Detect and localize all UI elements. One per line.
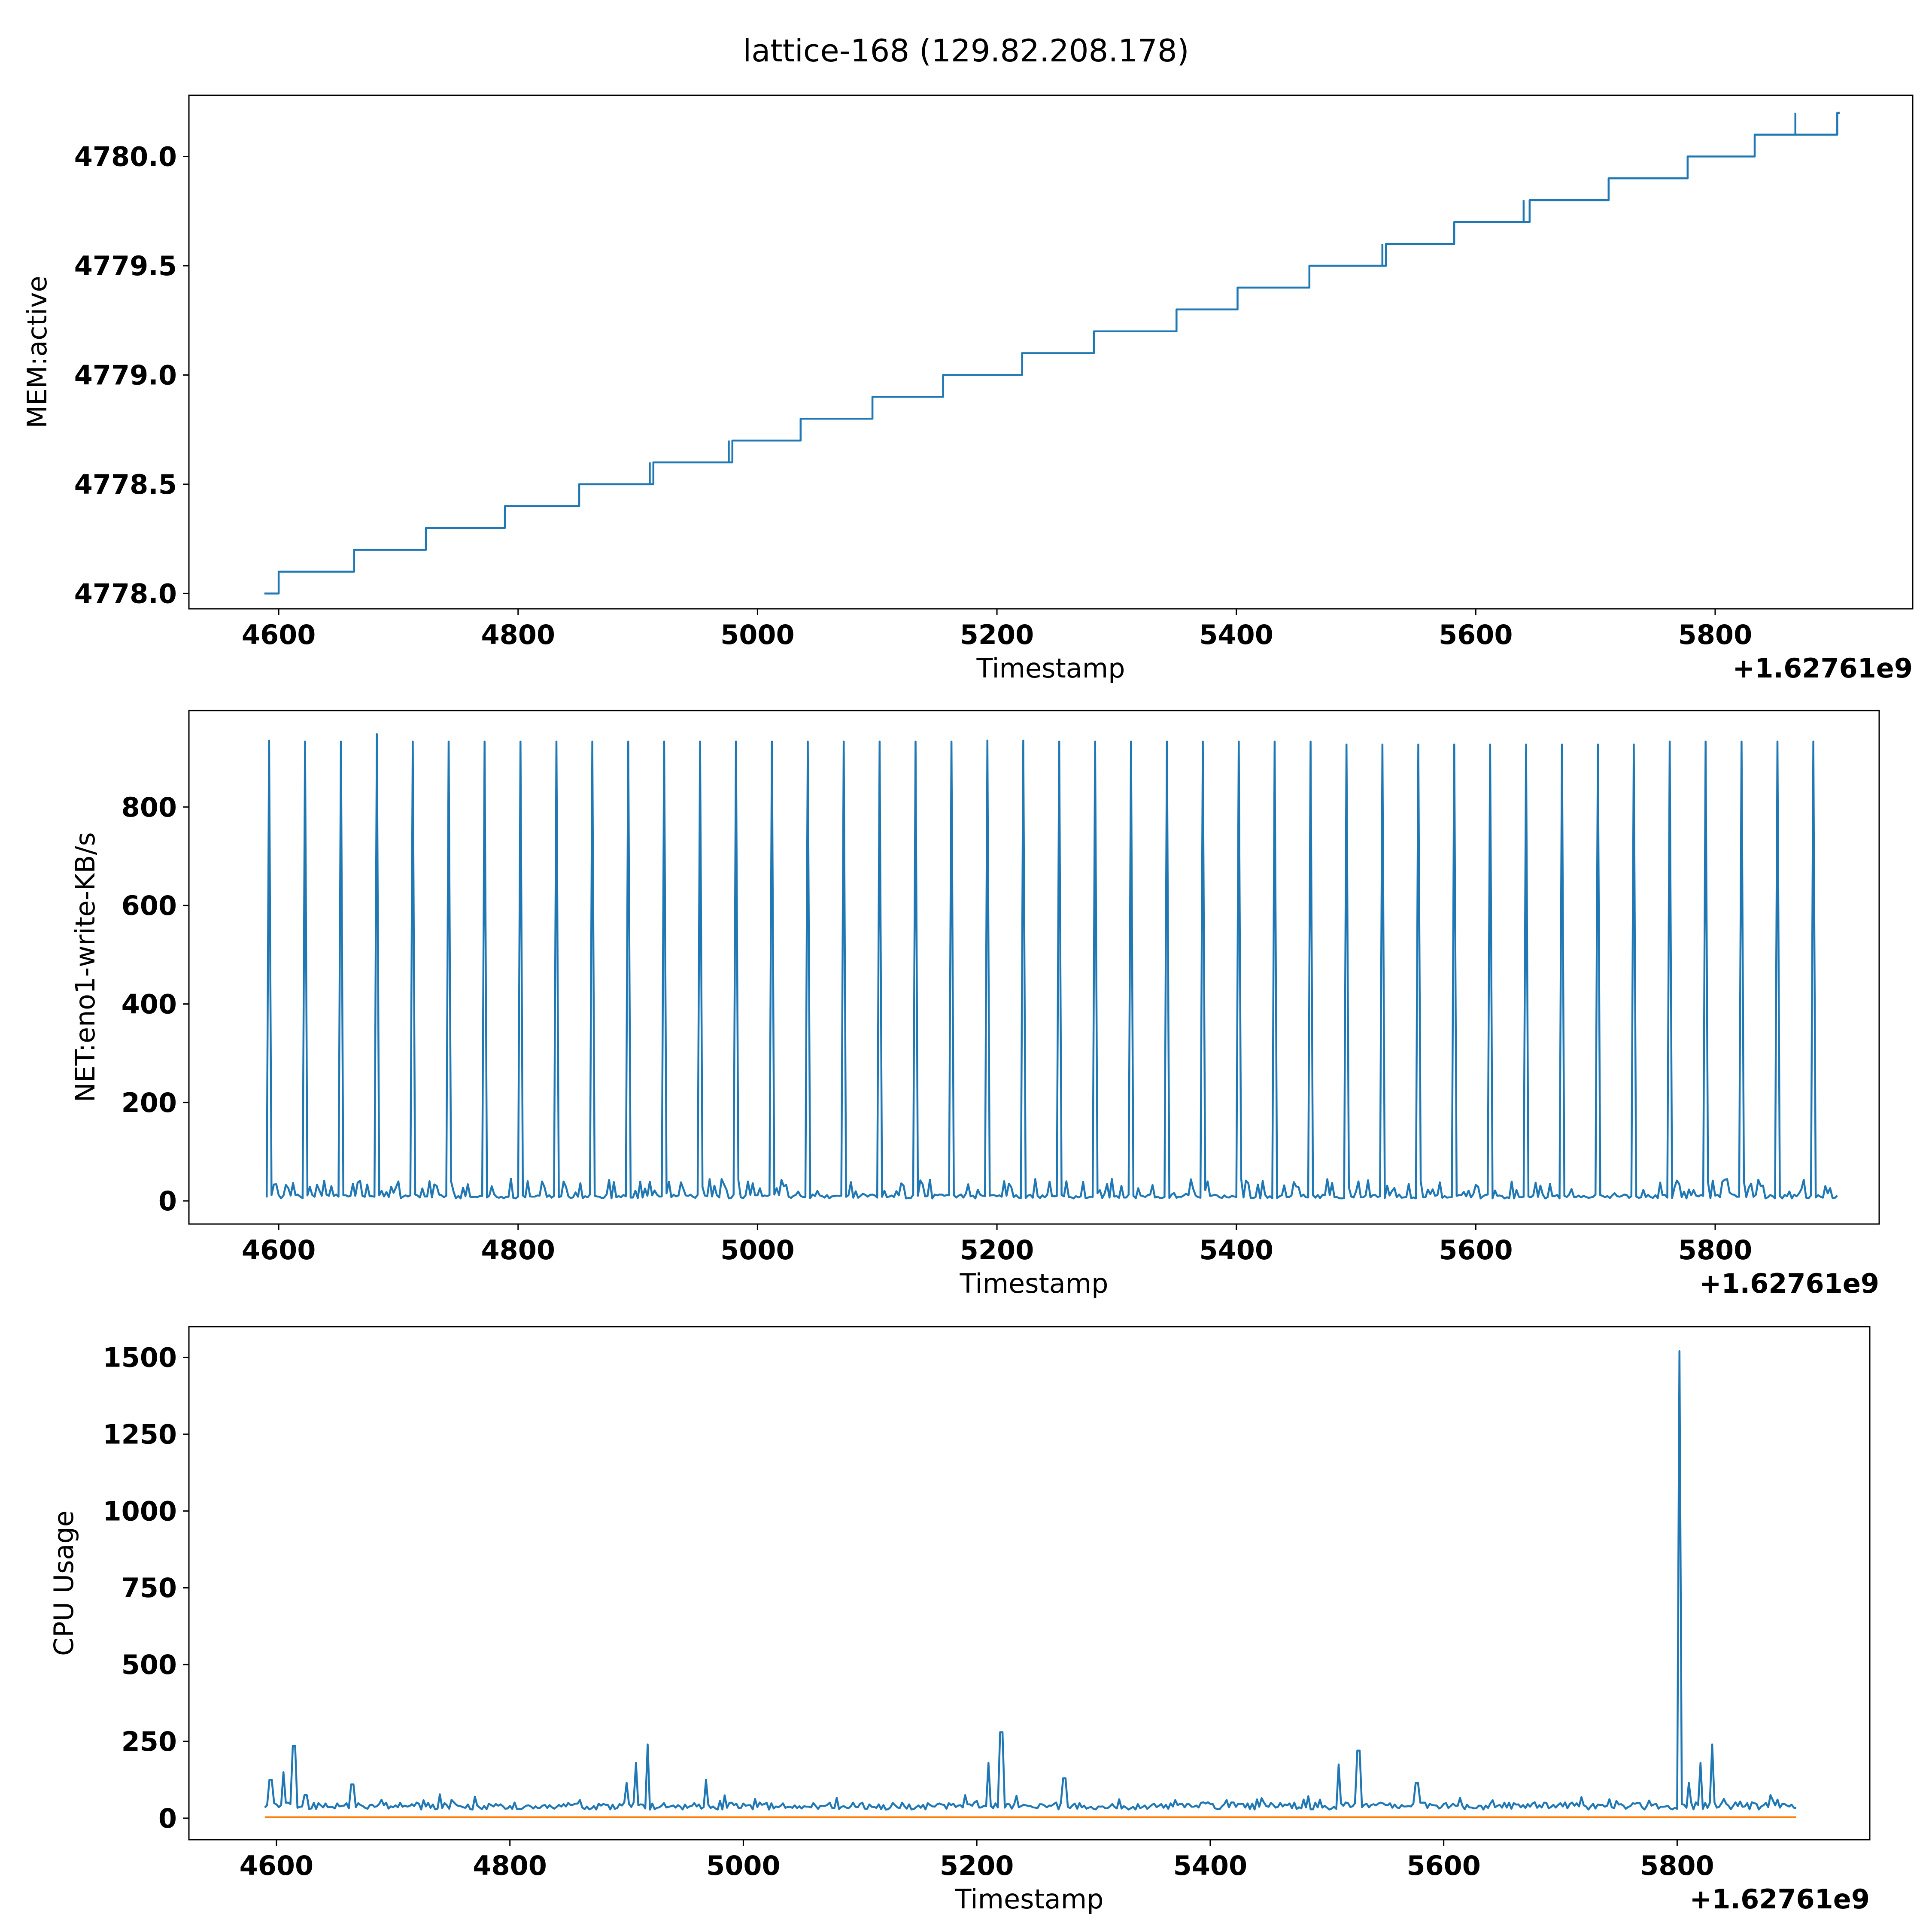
net-y-tick-label: 800 <box>122 792 177 823</box>
cpu-y-tick-label: 1500 <box>103 1342 177 1373</box>
cpu-y-axis-label: CPU Usage <box>48 1510 79 1656</box>
mem-x-axis-label: Timestamp <box>976 653 1125 684</box>
mem-y-tick-label: 4780.0 <box>74 141 177 173</box>
net-y-tick-label: 0 <box>158 1185 177 1217</box>
mem-plot-frame <box>188 94 1914 610</box>
mem-x-tick-label: 5000 <box>720 619 795 650</box>
net-x-tick-label: 5000 <box>720 1234 795 1266</box>
net-y-tick-label: 200 <box>122 1087 177 1118</box>
cpu-y-tick-label: 0 <box>158 1803 177 1834</box>
net-x-tick-label: 5600 <box>1439 1234 1513 1266</box>
cpu-x-tick-label: 4800 <box>473 1850 547 1881</box>
cpu-y-tick-label: 1000 <box>103 1495 177 1527</box>
cpu-x-tick-label: 5400 <box>1173 1850 1248 1881</box>
net-x-tick-label: 4800 <box>481 1234 555 1266</box>
cpu-x-tick-label: 4600 <box>240 1850 314 1881</box>
cpu-plot-frame <box>188 1326 1871 1841</box>
cpu-y-tick-label: 1250 <box>103 1419 177 1450</box>
mem-series-line <box>264 112 1840 595</box>
mem-y-axis-label: MEM:active <box>21 276 53 428</box>
cpu-x-tick-label: 5000 <box>706 1850 781 1881</box>
cpu-chart-panel: CPU Usage Timestamp +1.62761e9 4600 4800 5… <box>48 1326 1871 1915</box>
cpu-y-tick-label: 500 <box>122 1649 177 1680</box>
mem-x-tick-label: 5600 <box>1439 619 1513 650</box>
cpu-series-line-0 <box>264 1350 1797 1811</box>
figure-title: lattice-168 (129.82.208.178) <box>743 33 1189 69</box>
net-x-axis-label: Timestamp <box>959 1268 1108 1299</box>
mem-x-tick-label: 5800 <box>1678 619 1753 650</box>
net-y-axis-label: NET:eno1-write-KB/s <box>70 832 101 1102</box>
cpu-x-offset-label: +1.62761e9 <box>1689 1883 1870 1915</box>
net-y-tick-label: 400 <box>122 988 177 1020</box>
mem-x-offset-label: +1.62761e9 <box>1732 653 1913 684</box>
cpu-x-axis-label: Timestamp <box>954 1883 1103 1915</box>
cpu-x-tick-label: 5200 <box>940 1850 1014 1881</box>
mem-y-tick-label: 4779.5 <box>74 250 177 282</box>
net-x-tick-label: 4600 <box>242 1234 316 1266</box>
net-x-tick-label: 5800 <box>1678 1234 1753 1266</box>
mem-chart-panel: MEM:active Timestamp +1.62761e9 4600 4800… <box>21 94 1914 684</box>
cpu-x-tick-label: 5600 <box>1406 1850 1481 1881</box>
net-chart-panel: NET:eno1-write-KB/s Timestamp +1.62761e9… <box>70 710 1880 1299</box>
net-x-tick-label: 5400 <box>1199 1234 1273 1266</box>
net-y-tick-label: 600 <box>122 890 177 921</box>
mem-x-tick-label: 5400 <box>1199 619 1273 650</box>
cpu-y-tick-label: 750 <box>122 1572 177 1604</box>
mem-x-tick-label: 4600 <box>242 619 316 650</box>
mem-y-tick-label: 4778.0 <box>74 578 177 609</box>
net-x-tick-label: 5200 <box>960 1234 1034 1266</box>
cpu-y-tick-label: 250 <box>122 1726 177 1757</box>
net-series-line <box>265 733 1838 1200</box>
mem-y-tick-label: 4779.0 <box>74 359 177 391</box>
net-x-offset-label: +1.62761e9 <box>1699 1268 1879 1299</box>
mem-y-tick-label: 4778.5 <box>74 469 177 500</box>
cpu-x-tick-label: 5800 <box>1640 1850 1714 1881</box>
mem-x-tick-label: 5200 <box>960 619 1034 650</box>
mem-x-tick-label: 4800 <box>481 619 555 650</box>
net-plot-frame <box>188 710 1880 1225</box>
